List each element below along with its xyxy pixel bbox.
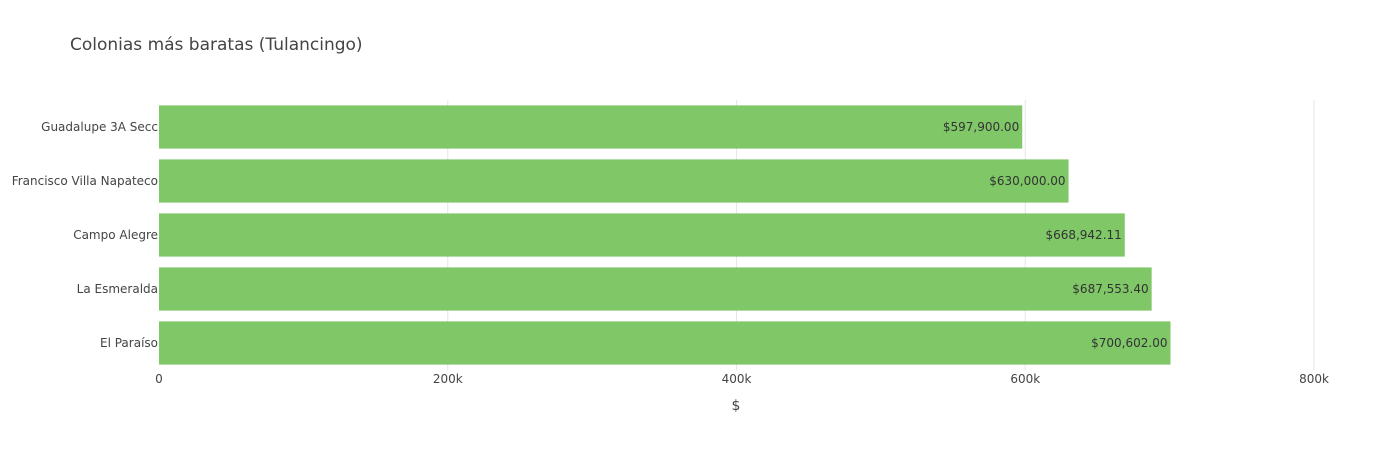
y-tick-label: Francisco Villa Napateco (12, 174, 158, 188)
bar[interactable] (159, 267, 1152, 311)
x-tick-label: 800k (1299, 372, 1329, 386)
x-tick-label: 400k (722, 372, 752, 386)
bar[interactable] (159, 159, 1069, 203)
y-tick-label: Campo Alegre (73, 228, 158, 242)
bars: $597,900.00 $630,000.00 $668,942.11 $687,55… (159, 105, 1171, 365)
chart-title: Colonias más baratas (Tulancingo) (70, 35, 363, 55)
y-tick-label: Guadalupe 3A Secc (41, 120, 158, 134)
bar-value-label: $597,900.00 (943, 120, 1019, 134)
bar-value-label: $668,942.11 (1045, 228, 1121, 242)
bar[interactable] (159, 213, 1125, 257)
y-tick-label: La Esmeralda (77, 282, 158, 296)
x-tick-label: 200k (433, 372, 463, 386)
bar-value-label: $700,602.00 (1091, 336, 1167, 350)
x-tick-label: 0 (155, 372, 163, 386)
bar-value-label: $687,553.40 (1072, 282, 1148, 296)
y-axis-ticks: Guadalupe 3A Secc Francisco Villa Napatec… (12, 120, 158, 350)
bar[interactable] (159, 321, 1171, 365)
bar[interactable] (159, 105, 1023, 149)
x-axis-ticks: 0 200k 400k 600k 800k (155, 372, 1329, 386)
x-axis-title: $ (732, 398, 741, 414)
x-tick-label: 600k (1010, 372, 1040, 386)
bar-value-label: $630,000.00 (989, 174, 1065, 188)
y-tick-label: El Paraíso (100, 336, 158, 350)
